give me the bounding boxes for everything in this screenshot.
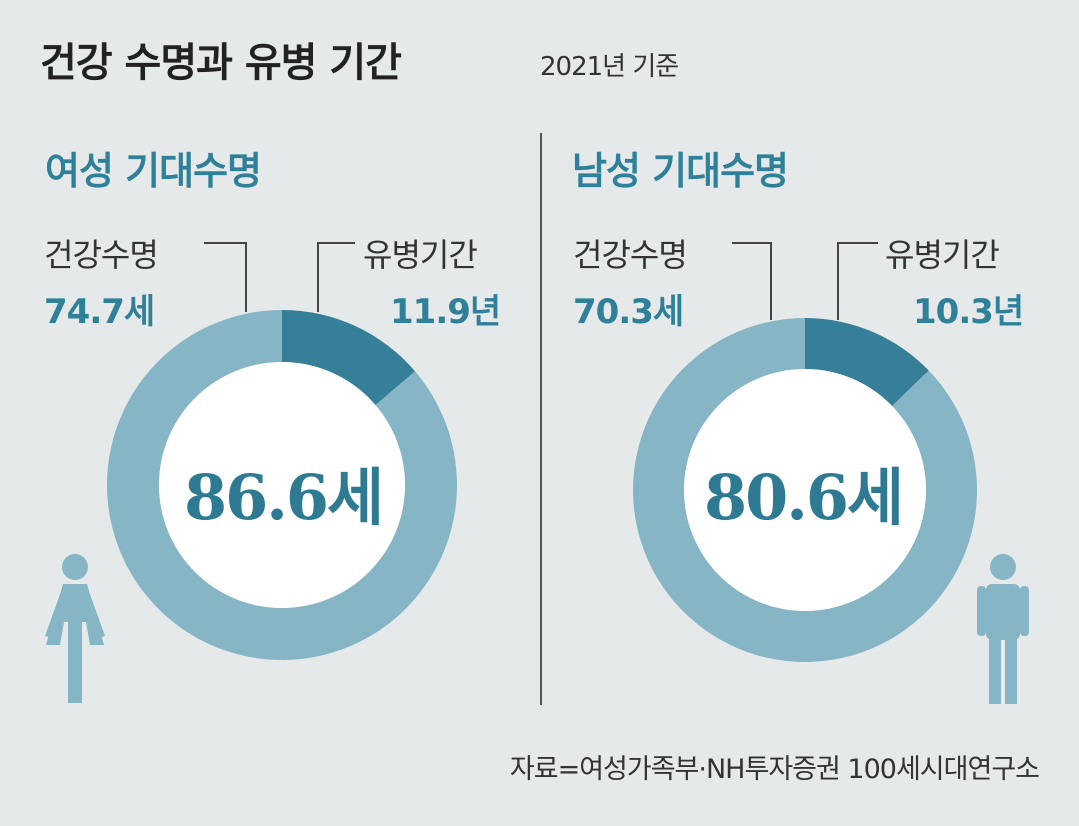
male-center-label: 80.6세	[703, 461, 904, 534]
female-icon	[45, 554, 105, 703]
male-segment-healthy	[633, 318, 977, 663]
male-illness-leader	[837, 242, 878, 320]
chart-title: 건강 수명과 유병 기간	[40, 40, 402, 86]
male-donut-hole	[684, 369, 926, 611]
female-illness-label: 유병기간	[363, 236, 478, 274]
female-donut-hole	[159, 362, 405, 608]
female-healthy-value: 74.7세	[44, 292, 155, 332]
female-center-label: 86.6세	[183, 461, 384, 534]
male-icon	[977, 554, 1029, 704]
female-illness-value: 11.9년	[390, 292, 501, 332]
male-illness-label: 유병기간	[885, 236, 1000, 274]
female-healthy-leader	[204, 242, 247, 312]
male-panel-title: 남성 기대수명	[572, 149, 789, 193]
male-illness-value: 10.3년	[913, 292, 1024, 332]
male-healthy-label: 건강수명	[573, 236, 688, 274]
panel-divider	[540, 133, 542, 705]
female-healthy-label: 건강수명	[44, 236, 159, 274]
female-segment-illness	[282, 310, 415, 406]
chart-subtitle: 2021년 기준	[540, 52, 679, 82]
male-healthy-value: 70.3세	[573, 292, 684, 332]
female-segment-healthy	[106, 310, 457, 661]
female-illness-leader	[317, 242, 355, 312]
female-panel-title: 여성 기대수명	[45, 149, 262, 193]
male-segment-illness	[805, 318, 929, 406]
male-healthy-leader	[732, 242, 772, 320]
source-note: 자료=여성가족부·NH투자증권 100세시대연구소	[509, 754, 1040, 785]
